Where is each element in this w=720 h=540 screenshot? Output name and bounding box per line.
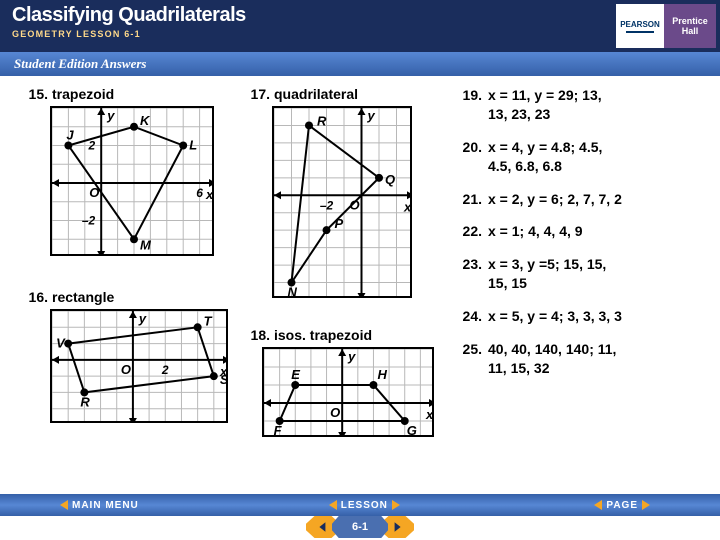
- q18-label: isos. trapezoid: [274, 327, 372, 343]
- svg-text:2: 2: [161, 363, 169, 377]
- triangle-left-icon: [329, 500, 337, 510]
- banner-text: Student Edition Answers: [14, 56, 146, 72]
- footer-bar: MAIN MENU LESSON PAGE: [0, 494, 720, 516]
- answers-column: 19.x = 11, y = 29; 13,13, 23, 23 20.x = 4…: [454, 86, 700, 494]
- svg-text:M: M: [140, 237, 152, 252]
- q17: 17.quadrilateral –2xyORQPN: [242, 86, 454, 303]
- q15-label: trapezoid: [52, 86, 114, 102]
- header: Classifying Quadrilaterals GEOMETRY LESS…: [0, 0, 720, 52]
- q16-label: rectangle: [52, 289, 114, 305]
- svg-text:y: y: [106, 108, 115, 123]
- content-area: 15.trapezoid 62–2xyOJKLM 16.rectangle 2x…: [0, 76, 720, 494]
- svg-text:–2: –2: [82, 214, 96, 228]
- q16-graph: 2xyOVTSR: [50, 309, 228, 423]
- q15-graph: 62–2xyOJKLM: [50, 106, 214, 256]
- svg-text:G: G: [407, 423, 417, 437]
- svg-text:Q: Q: [385, 172, 395, 187]
- lesson-subtitle: GEOMETRY LESSON 6-1: [12, 29, 708, 39]
- q15: 15.trapezoid 62–2xyOJKLM: [20, 86, 242, 261]
- svg-text:E: E: [291, 367, 300, 382]
- svg-text:6: 6: [196, 186, 203, 200]
- q17-label: quadrilateral: [274, 86, 358, 102]
- svg-text:K: K: [140, 113, 151, 128]
- page-nav[interactable]: PAGE: [594, 500, 650, 511]
- svg-text:x: x: [205, 187, 214, 202]
- answer-item: 20.x = 4, y = 4.8; 4.5,4.5, 6.8, 6.8: [454, 138, 700, 176]
- svg-text:–2: –2: [320, 198, 334, 212]
- answer-item: 23.x = 3, y =5; 15, 15,15, 15: [454, 255, 700, 293]
- svg-text:V: V: [56, 336, 66, 351]
- answer-item: 22.x = 1; 4, 4, 4, 9: [454, 222, 700, 241]
- q17-graph: –2xyORQPN: [272, 106, 412, 298]
- triangle-left-icon: [60, 500, 68, 510]
- svg-text:P: P: [335, 216, 344, 231]
- svg-text:O: O: [121, 362, 131, 377]
- answer-item: 24.x = 5, y = 4; 3, 3, 3, 3: [454, 307, 700, 326]
- lesson-nav[interactable]: LESSON: [329, 500, 400, 511]
- triangle-right-icon: [642, 500, 650, 510]
- lesson-tab[interactable]: 6-1: [332, 516, 388, 538]
- svg-text:H: H: [377, 367, 387, 382]
- svg-text:T: T: [204, 313, 213, 328]
- svg-text:S: S: [220, 372, 228, 387]
- footer-tabs: 6-1: [0, 516, 720, 540]
- svg-text:y: y: [347, 349, 356, 364]
- svg-text:F: F: [274, 423, 283, 437]
- footer: MAIN MENU LESSON PAGE 6-1: [0, 494, 720, 540]
- svg-text:y: y: [138, 311, 147, 326]
- q16: 16.rectangle 2xyOVTSR: [20, 289, 242, 428]
- answer-item: 19.x = 11, y = 29; 13,13, 23, 23: [454, 86, 700, 124]
- page-title: Classifying Quadrilaterals: [12, 4, 708, 27]
- svg-text:J: J: [66, 128, 74, 143]
- svg-text:x: x: [425, 407, 434, 422]
- publisher-logo: PEARSON PrenticeHall: [616, 4, 716, 48]
- triangle-right-icon: [392, 500, 400, 510]
- svg-text:O: O: [330, 405, 340, 420]
- svg-text:R: R: [80, 394, 90, 409]
- svg-text:R: R: [317, 113, 327, 128]
- main-menu-button[interactable]: MAIN MENU: [60, 500, 139, 511]
- q18: 18.isos. trapezoid xyOEHGF: [242, 327, 454, 442]
- svg-text:x: x: [403, 199, 412, 214]
- svg-text:N: N: [288, 285, 298, 298]
- answer-item: 21.x = 2, y = 6; 2, 7, 7, 2: [454, 190, 700, 209]
- answers-banner: Student Edition Answers: [0, 52, 720, 76]
- svg-text:y: y: [367, 108, 376, 123]
- triangle-left-icon: [594, 500, 602, 510]
- svg-text:L: L: [189, 138, 197, 153]
- answer-item: 25.40, 40, 140, 140; 11,11, 15, 32: [454, 340, 700, 378]
- q18-graph: x y O E H G F: [262, 347, 434, 437]
